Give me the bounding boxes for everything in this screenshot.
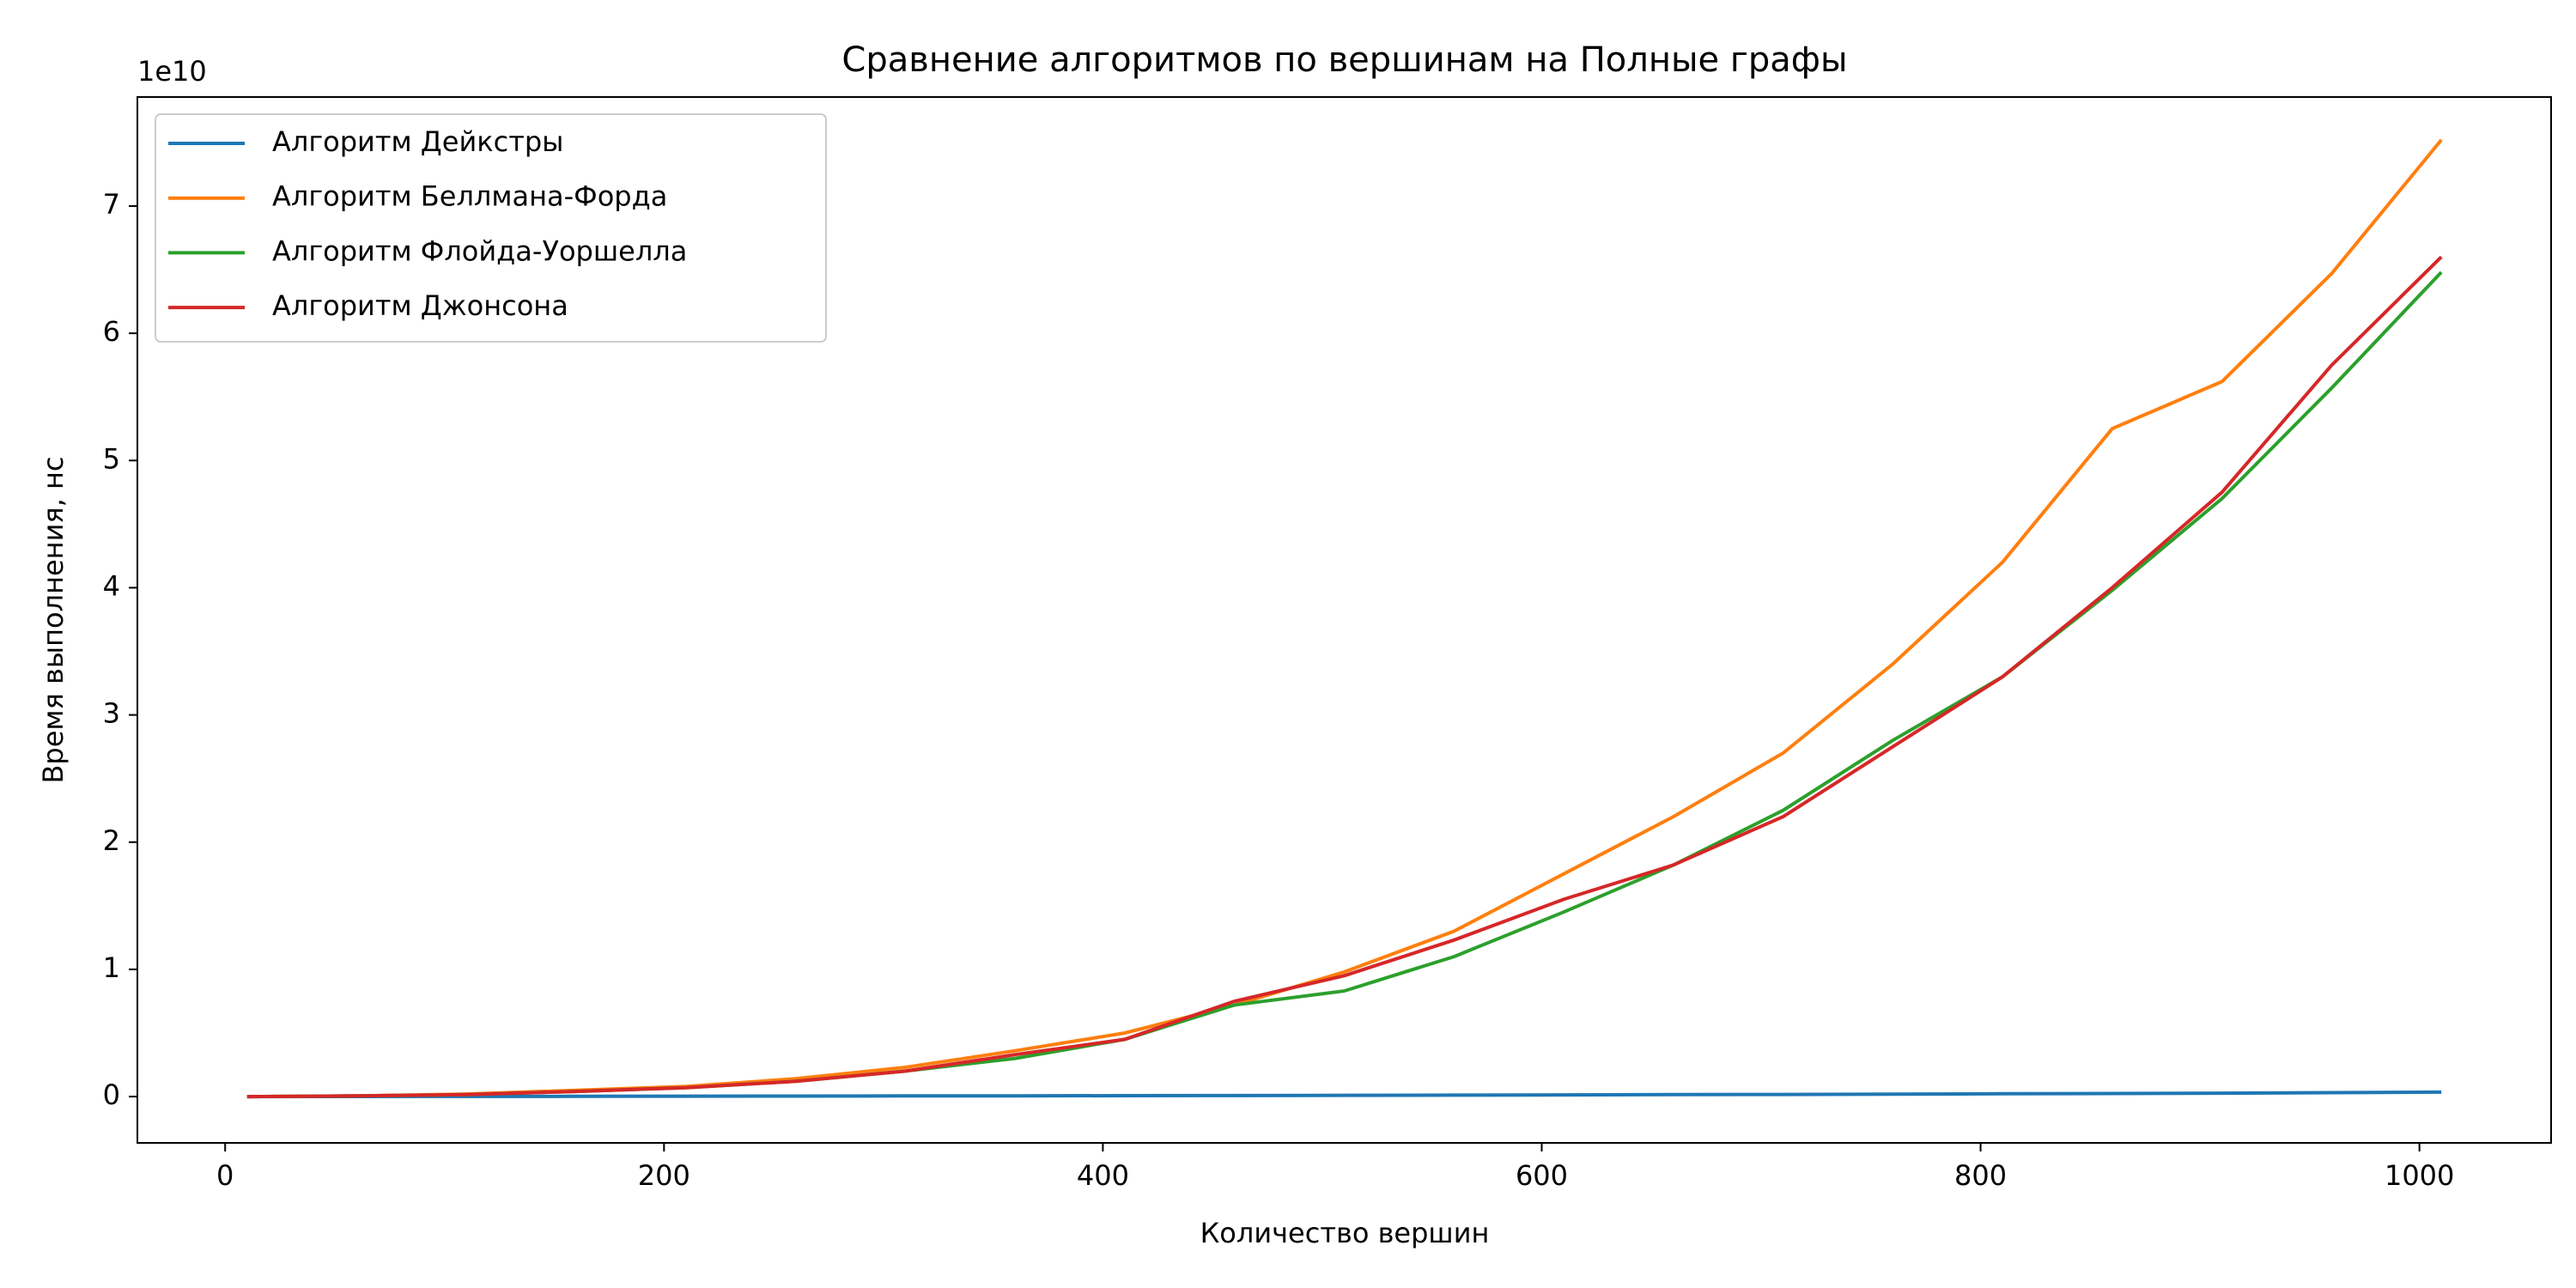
chart-title: Сравнение алгоритмов по вершинам на Полн…	[841, 40, 1847, 80]
y-tick-label: 3	[103, 697, 120, 730]
legend-label: Алгоритм Беллмана-Форда	[272, 180, 667, 213]
series-line	[246, 255, 2443, 1099]
y-tick-label: 6	[103, 315, 120, 348]
y-axis-label: Время выполнения, нс	[37, 456, 70, 783]
x-tick-label: 400	[1077, 1159, 1129, 1192]
y-tick-label: 1	[103, 951, 120, 984]
y-tick-label: 5	[103, 442, 120, 475]
legend-label: Алгоритм Флойда-Уоршелла	[272, 234, 687, 267]
legend-label: Алгоритм Дейкстры	[272, 125, 563, 158]
x-tick-label: 800	[1954, 1159, 2007, 1192]
legend-box	[155, 113, 827, 343]
y-tick-label: 4	[103, 569, 120, 602]
y-tick-label: 2	[103, 824, 120, 857]
x-axis-label: Количество вершин	[1200, 1217, 1490, 1249]
x-tick-label: 0	[216, 1159, 234, 1192]
x-tick-label: 1000	[2385, 1159, 2454, 1192]
x-tick-label: 200	[638, 1159, 690, 1192]
y-tick-label: 7	[103, 188, 120, 221]
legend-label: Алгоритм Джонсона	[272, 289, 568, 322]
x-tick-label: 600	[1516, 1159, 1568, 1192]
series-line	[246, 1090, 2442, 1099]
y-tick-label: 0	[103, 1078, 120, 1111]
offset-text: 1e10	[137, 55, 207, 88]
plot-frame	[137, 96, 2552, 1144]
